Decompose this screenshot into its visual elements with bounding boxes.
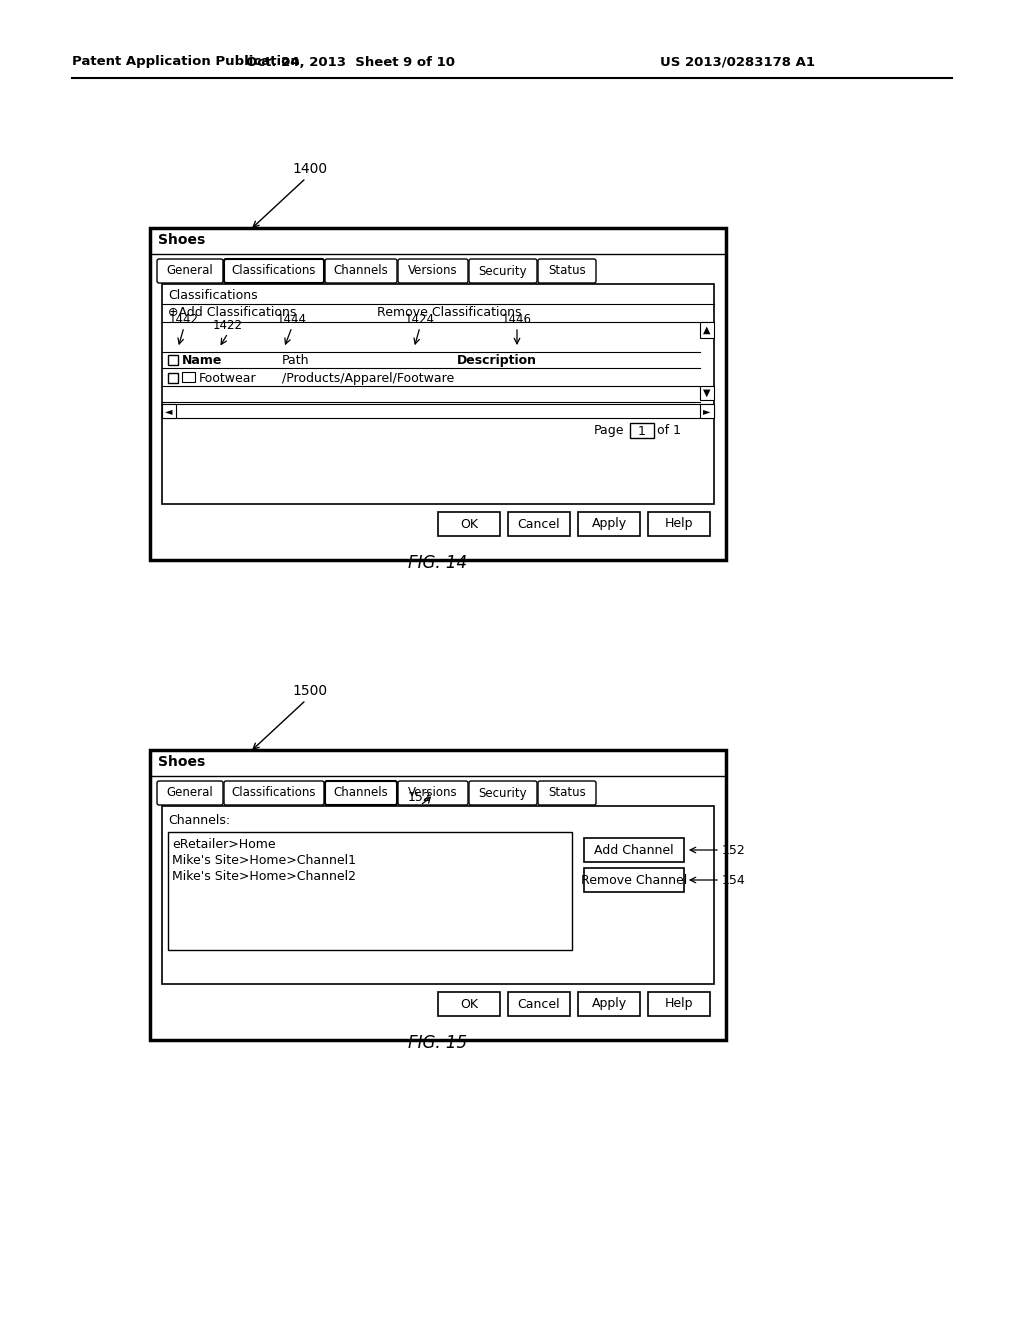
- FancyBboxPatch shape: [398, 781, 468, 805]
- Text: Footwear: Footwear: [199, 372, 257, 385]
- Text: ▼: ▼: [703, 388, 711, 399]
- Bar: [162, 404, 714, 418]
- Bar: [162, 404, 176, 418]
- Text: 154: 154: [722, 874, 745, 887]
- Bar: [168, 832, 572, 950]
- Text: /Products/Apparel/Footware: /Products/Apparel/Footware: [282, 372, 455, 385]
- Bar: [700, 404, 714, 418]
- Text: ⊕Add Classifications: ⊕Add Classifications: [168, 306, 296, 319]
- Text: Security: Security: [478, 264, 527, 277]
- Bar: [438, 512, 500, 536]
- Bar: [168, 355, 178, 366]
- Text: Remove Channel: Remove Channel: [581, 874, 687, 887]
- Text: Page: Page: [594, 424, 625, 437]
- Text: Classifications: Classifications: [231, 264, 316, 277]
- Text: 1442: 1442: [169, 313, 199, 326]
- Text: 152: 152: [409, 791, 432, 804]
- Text: Path: Path: [282, 354, 309, 367]
- Text: Channels:: Channels:: [168, 814, 230, 828]
- Text: 1424: 1424: [406, 313, 435, 326]
- Text: ▲: ▲: [703, 325, 711, 335]
- Bar: [438, 993, 500, 1016]
- Text: Channels: Channels: [334, 787, 388, 800]
- Bar: [700, 322, 714, 338]
- Text: Mike's Site>Home>Channel1: Mike's Site>Home>Channel1: [172, 854, 356, 867]
- Bar: [182, 372, 195, 381]
- Text: Cancel: Cancel: [518, 998, 560, 1011]
- Text: Name: Name: [182, 354, 222, 367]
- Text: 1444: 1444: [278, 313, 307, 326]
- FancyBboxPatch shape: [224, 781, 324, 805]
- FancyBboxPatch shape: [157, 259, 223, 282]
- Bar: [508, 512, 570, 536]
- Text: Versions: Versions: [409, 264, 458, 277]
- Text: General: General: [167, 787, 213, 800]
- FancyBboxPatch shape: [325, 781, 397, 805]
- Text: OK: OK: [460, 517, 478, 531]
- Text: Apply: Apply: [592, 998, 627, 1011]
- Text: Versions: Versions: [409, 787, 458, 800]
- Text: Oct. 24, 2013  Sheet 9 of 10: Oct. 24, 2013 Sheet 9 of 10: [246, 55, 455, 69]
- Text: 1: 1: [638, 425, 646, 438]
- Bar: [700, 385, 714, 400]
- Text: Apply: Apply: [592, 517, 627, 531]
- Text: Description: Description: [457, 354, 537, 367]
- Text: eRetailer>Home: eRetailer>Home: [172, 838, 275, 851]
- Text: US 2013/0283178 A1: US 2013/0283178 A1: [660, 55, 815, 69]
- Bar: [578, 993, 640, 1016]
- Text: FIG. 14: FIG. 14: [409, 554, 468, 572]
- Bar: [578, 512, 640, 536]
- Bar: [150, 750, 726, 1040]
- Text: 1446: 1446: [502, 313, 532, 326]
- Text: Status: Status: [548, 787, 586, 800]
- Text: 1500: 1500: [293, 684, 328, 698]
- Text: Classifications: Classifications: [231, 787, 316, 800]
- Text: Patent Application Publication: Patent Application Publication: [72, 55, 300, 69]
- Text: Shoes: Shoes: [158, 234, 205, 247]
- FancyBboxPatch shape: [469, 259, 537, 282]
- Text: Mike's Site>Home>Channel2: Mike's Site>Home>Channel2: [172, 870, 356, 883]
- Text: Shoes: Shoes: [158, 755, 205, 770]
- Text: of 1: of 1: [657, 424, 681, 437]
- FancyBboxPatch shape: [157, 781, 223, 805]
- Text: General: General: [167, 264, 213, 277]
- Text: ►: ►: [703, 407, 711, 416]
- Text: ◄: ◄: [165, 407, 173, 416]
- Bar: [584, 838, 684, 862]
- Text: Classifications: Classifications: [168, 289, 258, 302]
- Text: FIG. 15: FIG. 15: [409, 1034, 468, 1052]
- Bar: [508, 993, 570, 1016]
- FancyBboxPatch shape: [325, 259, 397, 282]
- Text: Status: Status: [548, 264, 586, 277]
- Bar: [168, 374, 178, 383]
- FancyBboxPatch shape: [224, 259, 324, 282]
- Text: Channels: Channels: [334, 264, 388, 277]
- Text: 152: 152: [722, 843, 745, 857]
- Bar: [162, 284, 714, 504]
- Bar: [150, 228, 726, 560]
- Text: Help: Help: [665, 998, 693, 1011]
- FancyBboxPatch shape: [469, 781, 537, 805]
- Text: Cancel: Cancel: [518, 517, 560, 531]
- Bar: [162, 807, 714, 983]
- Bar: [648, 512, 710, 536]
- FancyBboxPatch shape: [538, 781, 596, 805]
- Text: Help: Help: [665, 517, 693, 531]
- Text: Add Channel: Add Channel: [594, 843, 674, 857]
- Text: Security: Security: [478, 787, 527, 800]
- Text: Remove Classifications: Remove Classifications: [377, 306, 521, 319]
- Bar: [584, 869, 684, 892]
- Text: 1400: 1400: [293, 162, 328, 176]
- FancyBboxPatch shape: [398, 259, 468, 282]
- Text: OK: OK: [460, 998, 478, 1011]
- FancyBboxPatch shape: [538, 259, 596, 282]
- Bar: [648, 993, 710, 1016]
- Text: 1422: 1422: [213, 319, 243, 333]
- Bar: [630, 422, 654, 438]
